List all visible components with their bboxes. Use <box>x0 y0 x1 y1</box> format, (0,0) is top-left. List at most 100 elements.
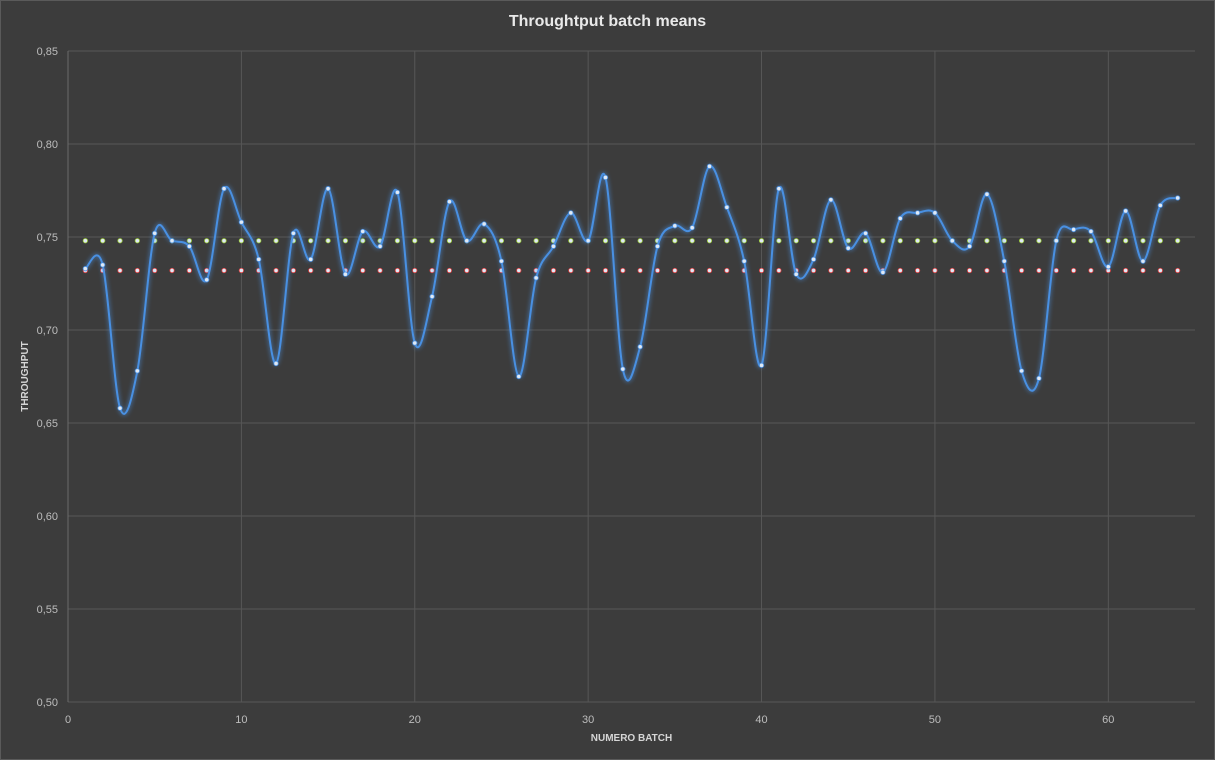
series-1-point <box>1036 375 1042 381</box>
series-3-point <box>412 267 418 274</box>
series-3-point <box>689 267 695 274</box>
series-2-point <box>932 238 938 244</box>
series-1-point <box>256 256 262 262</box>
series-1-point <box>741 258 747 264</box>
x-tick-label: 60 <box>1102 714 1114 726</box>
series-1-point <box>498 258 505 264</box>
series-1-point <box>793 271 799 277</box>
x-tick-label: 50 <box>929 714 941 726</box>
series-2-point <box>1157 238 1163 244</box>
series-1-point <box>186 243 192 249</box>
series-2-point <box>100 238 106 244</box>
series-1-point <box>776 186 782 192</box>
series-2-point <box>758 238 765 244</box>
series-1 <box>82 163 1181 415</box>
series-2-point <box>880 238 886 244</box>
chart-title: Throughtput batch means <box>508 13 707 30</box>
series-2-point <box>602 238 609 244</box>
x-tick-label: 30 <box>582 714 594 726</box>
series-2-point <box>204 238 210 244</box>
series-1-point <box>880 269 886 275</box>
series-1-point <box>134 368 140 374</box>
series-1-point <box>810 256 817 262</box>
series-layer <box>82 163 1181 415</box>
series-3-point <box>464 267 470 274</box>
series-2-point <box>1105 238 1111 244</box>
series-2-point <box>256 238 262 244</box>
series-1-point <box>533 275 539 281</box>
series-1-point <box>394 189 401 195</box>
series-2-point <box>82 238 88 244</box>
series-2-point <box>897 238 903 244</box>
series-1-point <box>845 245 851 251</box>
series-3-point <box>758 267 765 274</box>
series-2-point <box>637 238 643 244</box>
series-2-point <box>776 238 782 244</box>
series-1-point <box>966 243 973 249</box>
series-1-point <box>706 163 713 169</box>
series-1-point <box>758 362 765 368</box>
series-3-point <box>325 267 331 274</box>
series-2-point <box>308 238 314 244</box>
series-1-point <box>602 174 609 181</box>
x-axis-title: NUMERO BATCH <box>591 733 672 744</box>
series-1-point <box>689 225 695 231</box>
series-1-point <box>1105 264 1111 270</box>
series-2-point <box>1123 238 1129 244</box>
series-3-point <box>134 267 140 274</box>
series-2-point <box>810 238 817 244</box>
series-1-point <box>273 360 279 367</box>
series-2-point <box>741 238 747 244</box>
series-2-point <box>689 238 695 244</box>
series-2-point <box>914 238 921 244</box>
series-3-point <box>620 267 626 274</box>
series-1-point <box>550 243 557 249</box>
y-tick-label: 0,85 <box>37 46 58 58</box>
series-1-point <box>568 210 574 216</box>
series-1-point <box>221 186 227 192</box>
series-1-point <box>1140 258 1146 264</box>
series-3-point <box>360 267 366 274</box>
series-1-point <box>984 191 990 197</box>
series-1-point <box>117 405 123 411</box>
series-1-point <box>360 228 366 235</box>
series-2-point <box>273 238 279 244</box>
series-1-line <box>84 165 1179 415</box>
series-2-point <box>498 238 505 244</box>
series-2-point <box>446 238 453 244</box>
series-3-point <box>550 267 557 274</box>
series-3-point <box>1053 267 1059 274</box>
series-1-point <box>169 238 175 244</box>
series-2-point <box>429 238 435 244</box>
series-1-point <box>1157 202 1163 208</box>
series-2-point <box>793 238 799 244</box>
series-2-point <box>516 238 522 244</box>
series-2-point <box>568 238 574 244</box>
series-3-point <box>1157 267 1163 274</box>
series-1-point <box>1019 368 1025 374</box>
series-1-point <box>949 238 955 244</box>
series-2-point <box>221 238 227 244</box>
series-2-point <box>984 238 990 244</box>
series-2-point <box>845 238 851 244</box>
series-3-point <box>637 267 643 274</box>
series-1-point <box>672 223 678 229</box>
series-3-point <box>152 267 158 274</box>
series-3-point <box>706 267 713 274</box>
series-3-point <box>966 267 973 274</box>
series-1-point <box>204 277 210 283</box>
series-2-point <box>533 238 539 244</box>
series-1-point <box>620 366 626 372</box>
series-3-point <box>585 267 591 274</box>
series-2-point <box>862 238 869 244</box>
series-3-point <box>377 267 383 274</box>
series-2-point <box>117 238 123 244</box>
series-1-point <box>932 210 938 216</box>
series-3-point <box>828 267 834 274</box>
series-2-point <box>412 238 418 244</box>
series-3-point <box>1140 267 1146 274</box>
series-1-point <box>464 238 470 244</box>
series-2-point <box>1019 238 1025 244</box>
series-3-point <box>1036 267 1042 274</box>
